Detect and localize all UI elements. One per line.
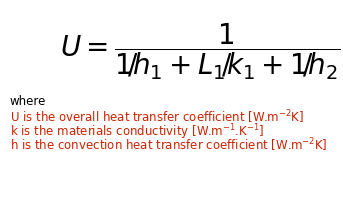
Text: h is the convection heat transfer coefficient [W.m$^{-2}$K]: h is the convection heat transfer coeffi… (10, 136, 327, 154)
Text: U is the overall heat transfer coefficient [W.m$^{-2}$K]: U is the overall heat transfer coefficie… (10, 108, 304, 126)
Text: k is the materials conductivity [W.m$^{-1}$.K$^{-1}$]: k is the materials conductivity [W.m$^{-… (10, 122, 264, 142)
Text: $\mathit{U} = \dfrac{1}{\mathit{1\!/\!h}_{1} + \mathit{L}_{1}\mathit{\!/\!k}_{1}: $\mathit{U} = \dfrac{1}{\mathit{1\!/\!h}… (60, 22, 340, 82)
Text: where: where (10, 95, 46, 108)
